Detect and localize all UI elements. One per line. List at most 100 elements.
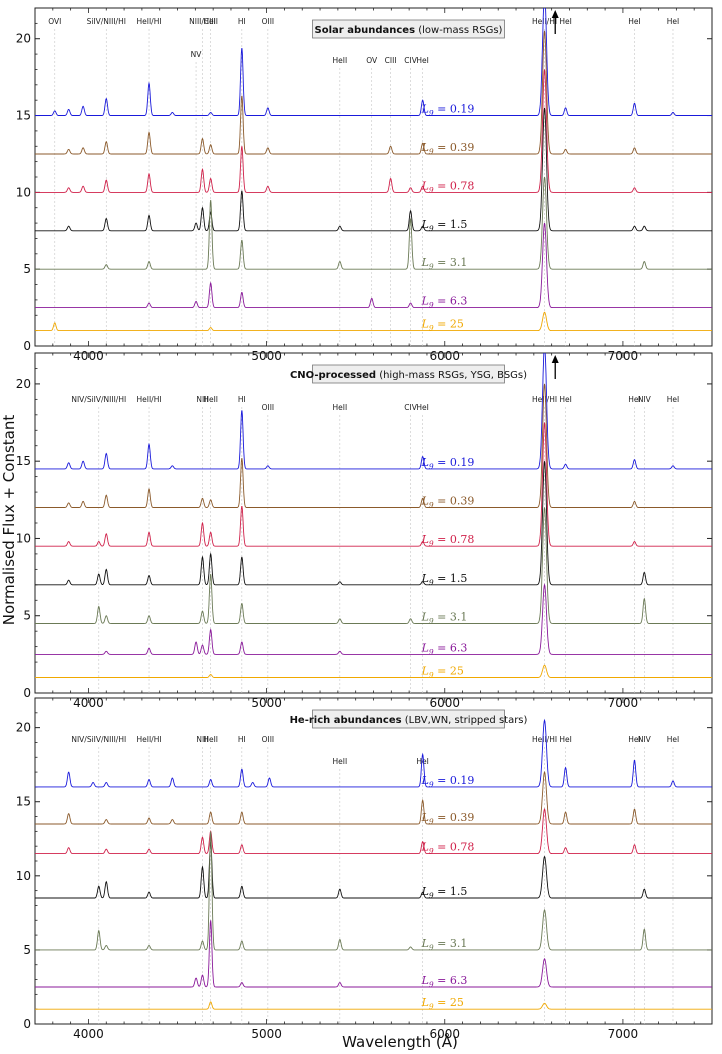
p2-line-id: HeI <box>416 403 428 412</box>
p2-line-id: CIV <box>404 403 417 412</box>
p2-line-id: HI <box>238 395 246 404</box>
p3-line-id: OIII <box>262 735 275 744</box>
p2-spectrum-L0.39 <box>35 383 712 508</box>
p2-label-L0.78: L9 = 0.78 <box>421 533 475 548</box>
p1-line-id: HeI <box>559 17 571 26</box>
p2-spectrum-L0.78 <box>35 422 712 547</box>
p3-line-id: HeII/HI <box>532 735 557 744</box>
p1-label-L6.3: L9 = 6.3 <box>421 295 468 310</box>
p1-line-id: NIII/CIII <box>189 17 216 26</box>
p2-ytick-label: 10 <box>16 531 31 545</box>
p2-line-id: HeI <box>628 395 640 404</box>
p3-xtick-label: 6000 <box>429 1027 460 1041</box>
p3-line-id: HeI <box>628 735 640 744</box>
p2-frame <box>34 352 713 694</box>
p2-line-id: NIV <box>638 395 652 404</box>
p1-line-id: HeII <box>332 56 347 65</box>
p2-line-id: HeII/HI <box>532 395 557 404</box>
p1-line-id: HeII <box>203 17 218 26</box>
p2-spectrum-L6.3 <box>35 583 712 655</box>
p2-line-id: HeII <box>203 395 218 404</box>
p2-spectrum-L25 <box>35 664 712 678</box>
p3-spectrum-L6.3 <box>35 920 712 988</box>
p1-line-id: HeII/HI <box>532 17 557 26</box>
p2-label-L0.39: L9 = 0.39 <box>421 495 475 510</box>
p3-line-id: HeI <box>667 735 679 744</box>
p1-line-id: HeI <box>667 17 679 26</box>
p3-line-id: HI <box>238 735 246 744</box>
p3-line-id: NIII <box>196 735 208 744</box>
p2-line-id: HeII <box>332 403 347 412</box>
p3-spectrum-L25 <box>35 1001 712 1010</box>
p1-line-id: OV <box>366 56 378 65</box>
p2-ytick-label: 15 <box>16 454 31 468</box>
p2-title-box <box>312 364 505 384</box>
p2-line-id: NIV/SiIV/NIII/HI <box>71 395 126 404</box>
p2-line-id: HeI <box>559 395 571 404</box>
p1-line-id: HI <box>238 17 246 26</box>
p3-ytick-label: 10 <box>16 869 31 883</box>
p2-label-L25: L9 = 25 <box>421 665 464 680</box>
p3-line-id: HeI <box>416 757 428 766</box>
p3-line-id: HeII <box>203 735 218 744</box>
p3-label-L0.39: L9 = 0.39 <box>421 811 475 826</box>
p3-label-L0.19: L9 = 0.19 <box>421 774 475 789</box>
p2-line-id: HeII/HI <box>136 395 161 404</box>
p1-title-box <box>312 19 505 39</box>
p2-spectrum-L3.1 <box>35 507 712 624</box>
p3-line-id: NIV <box>638 735 652 744</box>
p3-title-box <box>312 709 505 729</box>
p1-line-id: OIII <box>262 17 275 26</box>
p1-ytick-label: 20 <box>16 32 31 46</box>
p3-ytick-label: 20 <box>16 721 31 735</box>
p3-line-id: HeII <box>332 757 347 766</box>
p2-ytick-label: 20 <box>16 377 31 391</box>
p2-arrow-head <box>551 355 559 363</box>
p1-line-id: CIV <box>404 56 417 65</box>
p1-line-id: CIII <box>385 56 397 65</box>
p1-spectrum-L6.3 <box>35 222 712 309</box>
p1-ytick-label: 0 <box>23 339 31 353</box>
p1-ytick-label: 15 <box>16 109 31 123</box>
p3-label-L0.78: L9 = 0.78 <box>421 841 475 856</box>
p1-spectrum-L0.39 <box>35 30 712 155</box>
p1-ytick-label: 5 <box>23 262 31 276</box>
p2-label-L3.1: L9 = 3.1 <box>421 610 468 625</box>
p2-line-id: OIII <box>262 403 275 412</box>
p1-line-id: SiIV/NIII/HI <box>87 17 126 26</box>
p2-label-L0.19: L9 = 0.19 <box>421 456 475 471</box>
p3-spectrum-L3.1 <box>35 831 712 951</box>
p1-line-id: HeI <box>416 56 428 65</box>
p1-label-L1.5: L9 = 1.5 <box>421 218 468 233</box>
p3-line-id: NIV/SiIV/NIII/HI <box>71 735 126 744</box>
p2-spectrum-L1.5 <box>35 461 712 586</box>
p1-label-L0.39: L9 = 0.39 <box>421 141 475 156</box>
p1-label-L0.19: L9 = 0.19 <box>421 103 475 118</box>
x-axis-title: Wavelength (Å) <box>342 1032 458 1051</box>
p3-spectrum-L0.39 <box>35 770 712 825</box>
p2-title: CNO-processed (high-mass RSGs, YSG, BSGs… <box>290 370 527 381</box>
p1-label-L0.78: L9 = 0.78 <box>421 179 475 194</box>
p3-ytick-label: 0 <box>23 1017 31 1031</box>
p2-ytick-label: 0 <box>23 686 31 700</box>
p3-frame <box>34 697 713 1025</box>
p1-line-id: HeII/HI <box>136 17 161 26</box>
p3-xtick-label: 7000 <box>608 1027 639 1041</box>
p2-line-id: NIII <box>196 395 208 404</box>
p2-ytick-label: 5 <box>23 609 31 623</box>
p3-label-L1.5: L9 = 1.5 <box>421 885 468 900</box>
p3-label-L3.1: L9 = 3.1 <box>421 937 468 952</box>
p1-arrow-head <box>551 10 559 18</box>
p3-spectrum-L1.5 <box>35 841 712 899</box>
p1-spectrum-L3.1 <box>35 176 712 270</box>
p1-label-L3.1: L9 = 3.1 <box>421 256 468 271</box>
p1-spectrum-L0.78 <box>35 69 712 193</box>
p1-ytick-label: 10 <box>16 185 31 199</box>
p3-ytick-label: 5 <box>23 943 31 957</box>
p2-label-L6.3: L9 = 6.3 <box>421 641 468 656</box>
p3-line-id: HeI <box>559 735 571 744</box>
p3-title: He-rich abundances (LBV,WN, stripped sta… <box>290 715 528 726</box>
